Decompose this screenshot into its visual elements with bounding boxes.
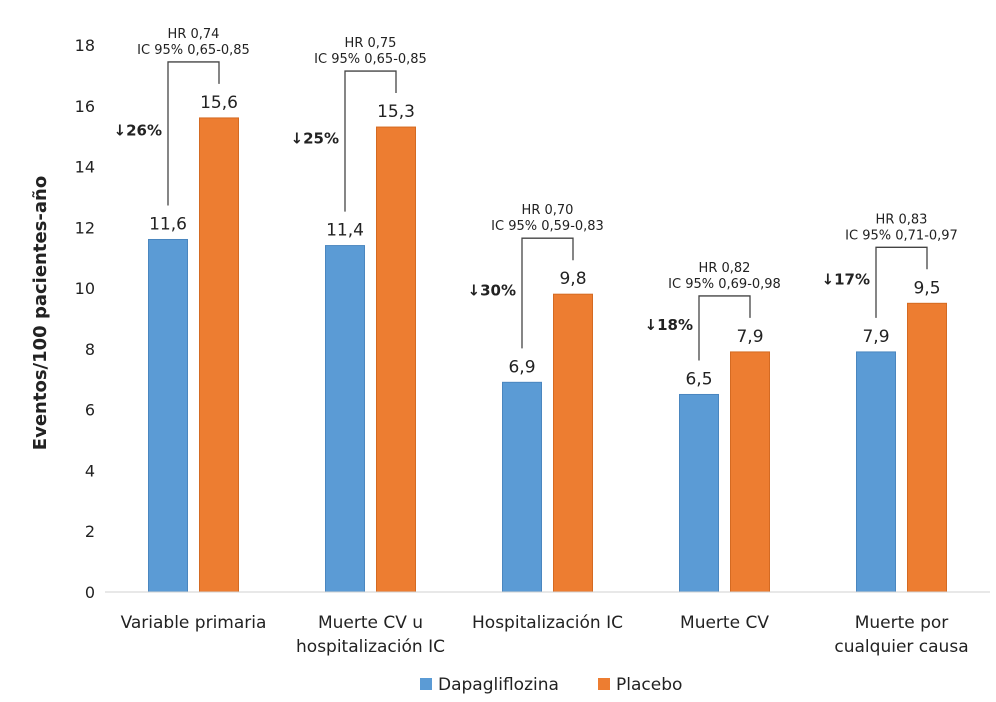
y-tick-label: 6 [85, 401, 95, 420]
bar-dapagliflozina [856, 351, 896, 593]
x-category-label: Muerte CV u [318, 613, 423, 633]
y-tick-label: 16 [75, 97, 95, 116]
x-category-label: Hospitalización IC [472, 613, 623, 633]
x-category-label: Variable primaria [121, 613, 267, 633]
risk-reduction-label: ↓30% [468, 281, 516, 299]
bar-placebo [376, 126, 416, 593]
confidence-interval-label: IC 95% 0,59-0,83 [491, 219, 604, 234]
hazard-ratio-label: HR 0,83 [876, 212, 928, 227]
y-tick-label: 14 [75, 158, 95, 177]
data-label-dapagliflozina: 11,6 [149, 214, 187, 234]
y-tick-label: 2 [85, 522, 95, 541]
legend-label: Dapagliflozina [438, 675, 559, 695]
bar-dapagliflozina [148, 238, 188, 593]
data-label-placebo: 7,9 [736, 327, 763, 347]
hr-bracket [167, 61, 220, 206]
confidence-interval-label: IC 95% 0,69-0,98 [668, 277, 781, 292]
x-axis: Variable primaria Muerte CV u hospitalizac… [105, 591, 990, 657]
y-tick-label: 4 [85, 461, 95, 480]
x-category-label: Muerte por [855, 613, 949, 633]
risk-reduction-label: ↓18% [645, 316, 693, 334]
hr-bracket [698, 295, 751, 361]
data-label-placebo: 9,8 [559, 269, 586, 289]
bar-placebo [907, 302, 947, 593]
bar-placebo [730, 351, 770, 593]
y-tick-label: 0 [85, 583, 95, 602]
y-tick-label: 12 [75, 218, 95, 237]
hazard-ratio-label: HR 0,82 [699, 261, 751, 276]
data-label-dapagliflozina: 6,9 [508, 357, 535, 377]
risk-reduction-label: ↓17% [822, 271, 870, 289]
data-label-dapagliflozina: 6,5 [685, 369, 712, 389]
hr-bracket [521, 237, 574, 349]
y-tick-label: 18 [75, 36, 95, 55]
x-category-label: hospitalización IC [296, 637, 445, 657]
y-axis: 0 2 4 6 8 10 12 14 16 18 [75, 36, 95, 602]
hazard-ratio-label: HR 0,74 [168, 27, 220, 42]
hr-bracket [875, 246, 928, 318]
data-label-dapagliflozina: 7,9 [862, 327, 889, 347]
data-label-placebo: 15,6 [200, 93, 238, 113]
bar-dapagliflozina [325, 245, 365, 593]
y-tick-label: 10 [75, 279, 95, 298]
data-label-placebo: 9,5 [913, 278, 940, 298]
confidence-interval-label: IC 95% 0,71-0,97 [845, 228, 958, 243]
bar-placebo [553, 293, 593, 593]
y-axis-label: Eventos/100 pacientes-año [30, 176, 51, 450]
data-label-dapagliflozina: 11,4 [326, 221, 364, 241]
hazard-ratio-label: HR 0,75 [345, 36, 397, 51]
bar-placebo [199, 117, 239, 593]
bar-dapagliflozina [679, 393, 719, 593]
legend-label: Placebo [616, 675, 682, 695]
x-category-label: Muerte CV [680, 613, 769, 633]
bars: 11,6 15,6 11,4 15,3 6,9 9,8 6,5 7,9 7,9 9,5 [148, 93, 947, 593]
confidence-interval-label: IC 95% 0,65-0,85 [314, 52, 427, 67]
data-label-placebo: 15,3 [377, 102, 415, 122]
x-category-label: cualquier causa [834, 637, 968, 657]
y-tick-label: 8 [85, 340, 95, 359]
legend: Dapagliflozina Placebo [420, 675, 682, 695]
risk-reduction-label: ↓25% [291, 129, 339, 147]
hr-bracket [344, 70, 397, 212]
bar-dapagliflozina [502, 381, 542, 593]
confidence-interval-label: IC 95% 0,65-0,85 [137, 43, 250, 58]
risk-reduction-label: ↓26% [114, 122, 162, 140]
hazard-ratio-label: HR 0,70 [522, 203, 574, 218]
legend-swatch [420, 678, 432, 690]
legend-swatch [598, 678, 610, 690]
